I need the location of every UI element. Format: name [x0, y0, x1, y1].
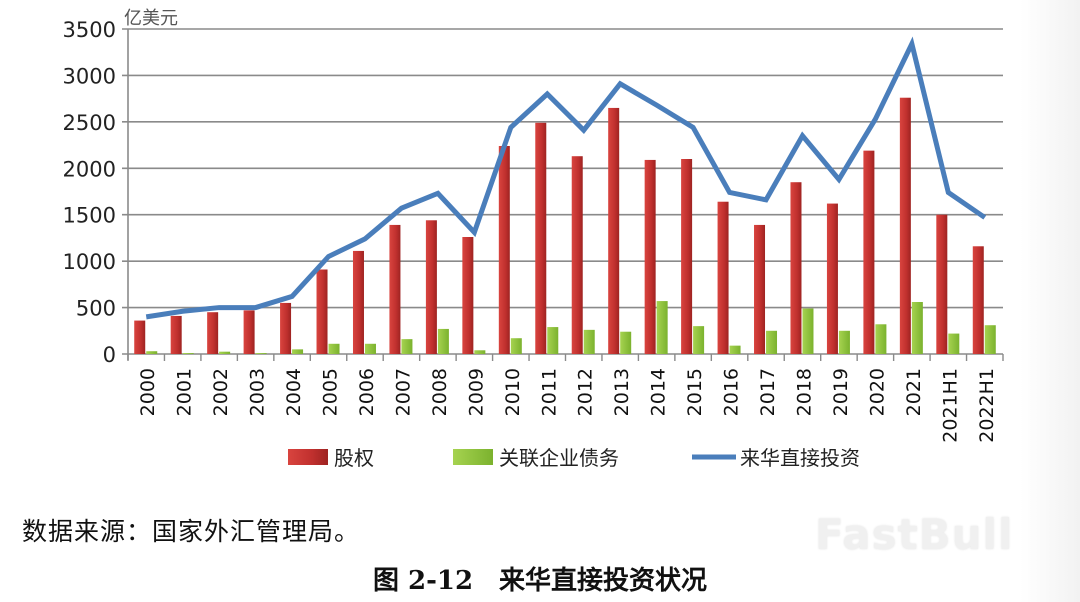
bar-equity — [207, 312, 219, 354]
y-tick-label: 500 — [76, 297, 116, 321]
bar-affiliate-debt — [583, 329, 595, 354]
bar-equity — [243, 310, 255, 354]
bar-affiliate-debt — [620, 331, 632, 354]
bar-affiliate-debt — [474, 350, 486, 354]
x-category-label: 2012 — [575, 368, 597, 416]
watermark-logo: FastBull — [815, 510, 1014, 559]
bar-affiliate-debt — [219, 351, 231, 354]
legend-swatch-affiliate-debt — [453, 449, 493, 465]
legend-label-affiliate-debt: 关联企业债务 — [499, 446, 619, 470]
y-tick-label: 3500 — [63, 18, 116, 42]
bar-affiliate-debt — [510, 338, 522, 354]
bar-equity — [316, 269, 328, 354]
bar-equity — [936, 214, 948, 354]
x-category-label: 2022H1 — [976, 368, 998, 443]
x-category-label: 2019 — [830, 368, 852, 416]
bar-affiliate-debt — [255, 353, 267, 354]
y-tick-label: 3000 — [63, 64, 116, 88]
bar-affiliate-debt — [875, 324, 887, 354]
bar-equity — [681, 159, 693, 354]
x-category-label: 2015 — [684, 368, 706, 416]
bar-equity — [535, 122, 547, 355]
bar-affiliate-debt — [182, 353, 194, 354]
bar-equity — [754, 224, 766, 354]
bar-affiliate-debt — [802, 308, 814, 354]
bar-affiliate-debt — [984, 325, 996, 354]
bar-affiliate-debt — [547, 327, 559, 354]
y-tick-label: 1500 — [63, 204, 116, 228]
y-tick-label: 2000 — [63, 157, 116, 181]
bar-equity — [644, 159, 656, 354]
bar-affiliate-debt — [292, 349, 304, 354]
bar-affiliate-debt — [948, 333, 960, 354]
bar-affiliate-debt — [401, 339, 413, 354]
x-category-label: 2007 — [392, 368, 414, 416]
x-category-label: 2017 — [757, 368, 779, 416]
y-axis-unit-label: 亿美元 — [124, 8, 178, 29]
legend: 股权 关联企业债务 来华直接投资 — [288, 446, 860, 470]
x-category-label: 2014 — [648, 368, 670, 416]
bar-equity — [389, 224, 401, 354]
bar-equity — [134, 320, 146, 354]
bar-equity — [462, 237, 474, 354]
x-category-label: 2018 — [793, 368, 815, 416]
bar-equity — [498, 146, 510, 354]
bar-affiliate-debt — [766, 330, 778, 354]
x-category-label: 2016 — [721, 368, 743, 416]
x-category-label: 2011 — [538, 368, 560, 416]
bar-affiliate-debt — [693, 326, 705, 354]
x-category-label: 2001 — [174, 368, 196, 416]
bar-affiliate-debt — [656, 301, 668, 354]
chart-canvas: 0 500 1000 1500 2000 2500 3000 3500 2000 2001 2002… — [63, 18, 1004, 470]
bar-equity — [899, 97, 911, 354]
edge-shadow — [1020, 0, 1080, 602]
bar-equity — [425, 220, 437, 354]
data-source-note: 数据来源：国家外汇管理局。 — [22, 517, 361, 546]
y-tick-label: 1000 — [63, 250, 116, 274]
bar-equity — [608, 107, 620, 354]
x-category-label: 2021H1 — [939, 368, 961, 443]
figure-caption: 图 2-12 来华直接投资状况 — [372, 566, 708, 596]
legend-swatch-equity — [288, 449, 328, 465]
x-category-label: 2000 — [137, 368, 159, 416]
bar-equity — [863, 150, 875, 354]
bar-equity — [571, 156, 583, 354]
bar-equity — [972, 246, 984, 354]
bar-affiliate-debt — [364, 343, 376, 354]
bar-equity — [790, 182, 802, 354]
x-category-label: 2021 — [903, 368, 925, 416]
bar-affiliate-debt — [729, 345, 741, 354]
x-category-label: 2005 — [320, 368, 342, 416]
bar-affiliate-debt — [838, 330, 850, 354]
y-tick-label: 2500 — [63, 111, 116, 135]
bar-equity — [352, 250, 364, 354]
line-total-fdi — [145, 36, 987, 320]
bar-affiliate-debt — [437, 328, 449, 354]
x-category-label: 2020 — [866, 368, 888, 416]
bar-affiliate-debt — [328, 343, 340, 354]
bar-affiliate-debt — [146, 351, 158, 354]
x-category-label: 2006 — [356, 368, 378, 416]
bar-equity — [826, 203, 838, 354]
x-category-label: 2002 — [210, 368, 232, 416]
legend-label-total-fdi: 来华直接投资 — [740, 446, 860, 470]
bar-affiliate-debt — [911, 302, 923, 354]
x-category-label: 2009 — [465, 368, 487, 416]
x-category-label: 2013 — [611, 368, 633, 416]
legend-label-equity: 股权 — [334, 446, 374, 470]
x-category-label: 2010 — [502, 368, 524, 416]
x-category-label: 2004 — [283, 368, 305, 416]
y-tick-label: 0 — [103, 343, 116, 367]
bar-equity — [717, 201, 729, 354]
bar-equity — [170, 315, 182, 354]
x-category-label: 2008 — [429, 368, 451, 416]
x-category-label: 2003 — [247, 368, 269, 416]
bar-equity — [280, 302, 292, 354]
